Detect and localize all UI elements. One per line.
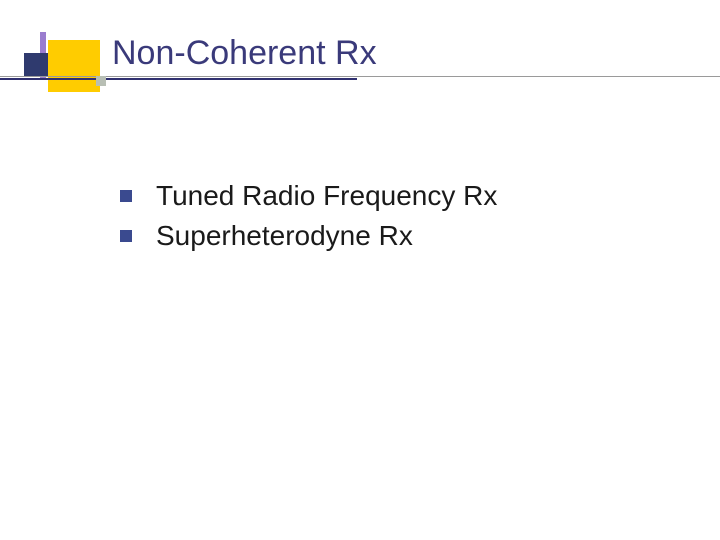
title-rule-thin (0, 76, 720, 77)
bullet-square-icon (120, 190, 132, 202)
decor-small-gray-square (96, 76, 106, 86)
decor-navy-square (24, 53, 48, 77)
bullet-text: Superheterodyne Rx (156, 220, 413, 252)
list-item: Tuned Radio Frequency Rx (120, 180, 497, 212)
title-area: Non-Coherent Rx (0, 16, 720, 76)
bullet-text: Tuned Radio Frequency Rx (156, 180, 497, 212)
decor-big-yellow-square (48, 40, 100, 92)
body-area: Tuned Radio Frequency Rx Superheterodyne… (120, 180, 497, 260)
slide: Non-Coherent Rx Tuned Radio Frequency Rx… (0, 0, 720, 540)
list-item: Superheterodyne Rx (120, 220, 497, 252)
slide-title: Non-Coherent Rx (112, 34, 377, 73)
title-rule-thick (0, 78, 357, 80)
bullet-square-icon (120, 230, 132, 242)
